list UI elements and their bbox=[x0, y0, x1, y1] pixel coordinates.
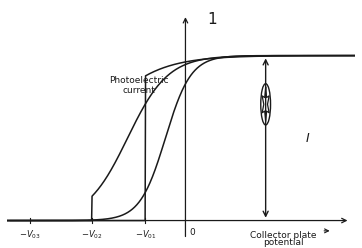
Text: $-V_{03}$: $-V_{03}$ bbox=[18, 228, 41, 241]
Text: potential: potential bbox=[263, 238, 304, 247]
Text: $-V_{01}$: $-V_{01}$ bbox=[135, 228, 156, 241]
Text: 1: 1 bbox=[207, 12, 217, 28]
Text: 0: 0 bbox=[189, 228, 195, 237]
Text: $-V_{02}$: $-V_{02}$ bbox=[81, 228, 103, 241]
Text: Photoelectric
current: Photoelectric current bbox=[109, 76, 168, 95]
Text: I: I bbox=[306, 131, 310, 145]
Text: Collector plate: Collector plate bbox=[250, 231, 317, 240]
